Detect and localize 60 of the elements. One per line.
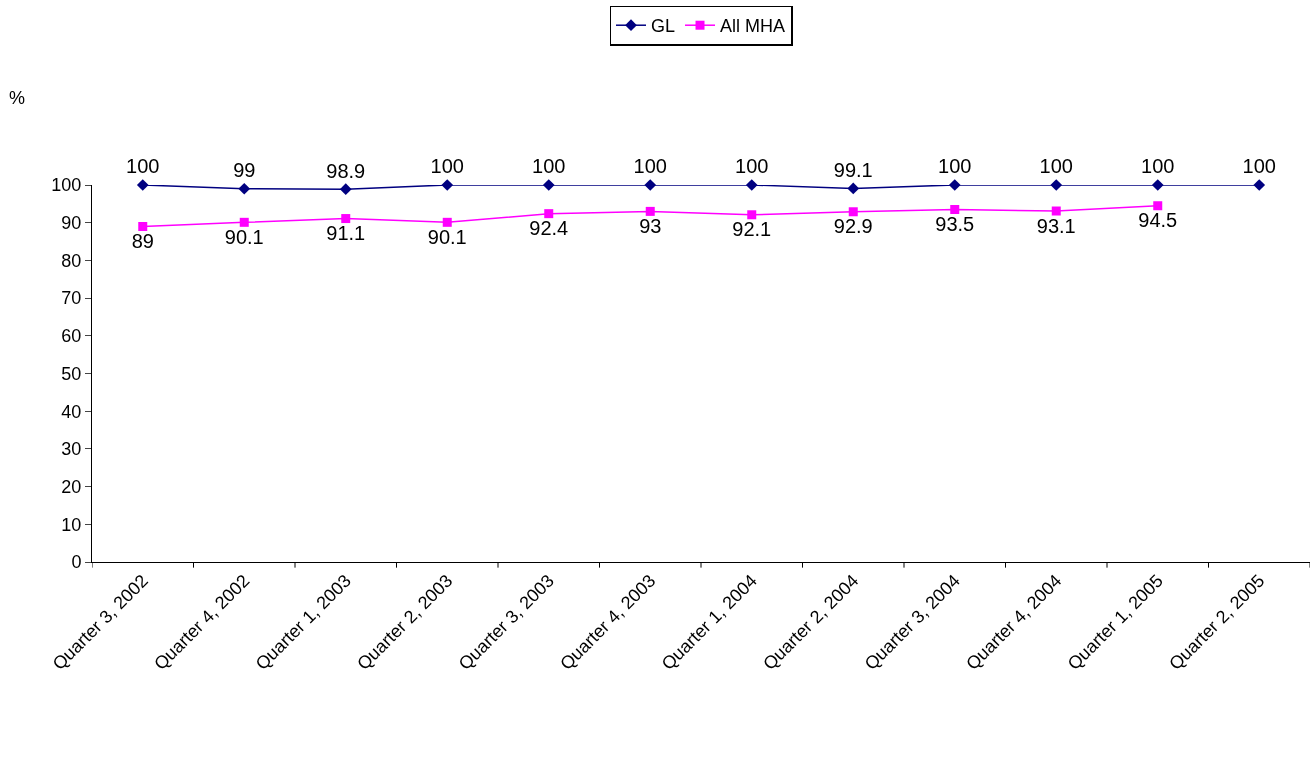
point bbox=[848, 207, 858, 217]
y-tick-label: 70 bbox=[61, 288, 82, 309]
y-tick-label: 100 bbox=[51, 175, 82, 196]
y-tick-label: 50 bbox=[61, 363, 82, 384]
legend-label: All MHA bbox=[720, 16, 786, 37]
point bbox=[1153, 201, 1163, 211]
point bbox=[441, 179, 454, 191]
data-label: 100 bbox=[126, 155, 160, 178]
data-label: 92.9 bbox=[833, 215, 873, 238]
y-tick-label: 40 bbox=[61, 401, 82, 422]
data-label: 100 bbox=[1141, 155, 1175, 178]
point bbox=[645, 206, 655, 216]
data-label: 90.1 bbox=[427, 225, 467, 248]
y-tick-label: 80 bbox=[61, 250, 82, 271]
data-label: 99.1 bbox=[833, 158, 873, 181]
y-tick-label: 10 bbox=[61, 514, 82, 535]
y-tick-label: 0 bbox=[71, 552, 82, 573]
data-label: 100 bbox=[430, 155, 464, 178]
point bbox=[847, 182, 860, 195]
data-label: 94.5 bbox=[1138, 209, 1178, 232]
point bbox=[238, 182, 251, 195]
data-label: 99 bbox=[233, 159, 256, 182]
y-tick-label: 60 bbox=[61, 326, 82, 347]
data-label: 100 bbox=[1242, 155, 1276, 178]
point bbox=[138, 221, 148, 231]
y-tick-label: 20 bbox=[61, 476, 82, 497]
point bbox=[136, 179, 149, 191]
point bbox=[339, 183, 352, 195]
data-label: 98.9 bbox=[326, 159, 366, 182]
data-label: 100 bbox=[1039, 155, 1073, 178]
data-label: 100 bbox=[938, 155, 972, 178]
data-label: 100 bbox=[633, 155, 667, 178]
legend-label: GL bbox=[651, 16, 676, 37]
point bbox=[1253, 179, 1266, 191]
point bbox=[1051, 206, 1061, 216]
point bbox=[341, 214, 351, 224]
y-tick-label: 30 bbox=[61, 439, 82, 460]
data-label: 92.1 bbox=[732, 218, 772, 241]
y-axis-title: % bbox=[9, 88, 26, 108]
data-label: 90.1 bbox=[224, 225, 264, 248]
point bbox=[542, 179, 555, 191]
data-label: 93.1 bbox=[1036, 214, 1076, 237]
point bbox=[747, 210, 757, 220]
data-label: 93 bbox=[639, 215, 662, 238]
point bbox=[745, 179, 758, 191]
data-label: 92.4 bbox=[529, 217, 569, 240]
y-tick-label: 90 bbox=[61, 213, 82, 233]
point bbox=[948, 179, 961, 191]
data-label: 89 bbox=[131, 230, 154, 253]
data-label: 100 bbox=[735, 155, 769, 178]
point bbox=[950, 205, 960, 214]
data-label: 91.1 bbox=[326, 222, 366, 245]
point bbox=[644, 179, 657, 191]
point bbox=[239, 217, 249, 227]
point bbox=[442, 217, 452, 227]
point bbox=[1050, 179, 1063, 191]
data-label: 93.5 bbox=[935, 213, 975, 236]
point bbox=[1151, 179, 1164, 191]
point bbox=[544, 209, 554, 219]
data-label: 100 bbox=[532, 155, 566, 178]
